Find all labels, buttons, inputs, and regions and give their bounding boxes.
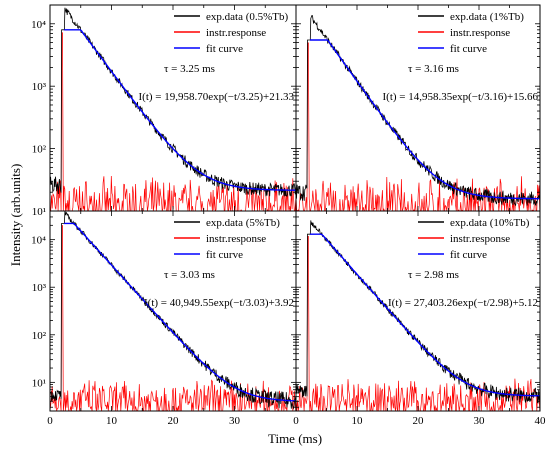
x-tick-label: 30 [229,415,241,427]
x-tick-label: 10 [352,415,364,427]
x-tick-label: 0 [47,415,53,427]
legend-label: fit curve [206,249,243,261]
panel-bottom-right: 0 10 20 30 40 exp.data (10%Tb) instr.response f… [293,210,547,427]
y-axis-label: Intensity (arb.units) [8,164,23,267]
series-fit-curve [310,233,540,397]
panels: 10¹ 10² 10³ 10⁴ exp.data (0.5%Tb) instr.respo… [31,4,547,427]
y-tick-label: 10² [32,330,47,342]
tau-annotation: τ = 3.03 ms [164,269,215,281]
tau-annotation: τ = 3.25 ms [164,63,215,75]
legend-label: exp.data (0.5%Tb) [206,11,288,23]
legend-label: instr.response [450,233,510,245]
series-exp-data [296,14,540,207]
tau-annotation: τ = 3.16 ms [408,63,459,75]
legend-label: fit curve [450,43,487,55]
series-instr-response [296,236,540,411]
y-tick-label: 10¹ [32,206,46,218]
tau-annotation: τ = 2.98 ms [408,269,459,281]
y-tick-label: 10² [32,144,47,156]
y-tick-label: 10¹ [32,377,46,389]
x-tick-label: 20 [413,415,425,427]
x-axis-label: Time (ms) [268,431,322,446]
series-instr-response [296,42,540,211]
series-fit-curve [64,29,296,191]
series-fit-curve [310,39,540,200]
fit-equation: I(t) = 14,958.35exp(−t/3.16)+15.66 [383,91,539,103]
x-tick-label: 0 [293,415,299,427]
legend-label: instr.response [206,27,266,39]
plot-area [296,220,540,411]
y-tick-label: 10⁴ [31,235,46,247]
series-fit-curve [64,222,296,402]
panel-top-left: 10¹ 10² 10³ 10⁴ exp.data (0.5%Tb) instr.respo… [31,4,297,218]
series-instr-response [50,225,296,411]
x-tick-label: 40 [535,415,547,427]
panel-top-right: exp.data (1%Tb) instr.response fit curve τ … [295,4,541,212]
legend-label: exp.data (5%Tb) [206,217,280,229]
panel-bottom-left: 10¹ 10² 10³ 10⁴ 0 10 20 30 exp.data (5%Tb) instr.… [31,210,297,427]
plot-area [296,14,540,211]
y-tick-label: 10³ [32,282,47,294]
series-exp-data [296,220,540,404]
fit-equation: I(t) = 19,958.70exp(−t/3.25)+21.33 [139,91,295,103]
x-tick-label: 10 [106,415,118,427]
legend-label: instr.response [450,27,510,39]
y-tick-label: 10³ [32,81,47,93]
legend-label: instr.response [206,233,266,245]
x-tick-label: 20 [168,415,180,427]
fit-equation: I(t) = 40,949.55exp(−t/3.03)+3.92 [144,297,294,309]
legend-label: fit curve [450,249,487,261]
legend-label: fit curve [206,43,243,55]
legend-label: exp.data (10%Tb) [450,217,530,229]
legend-label: exp.data (1%Tb) [450,11,524,23]
y-tick-label: 10⁴ [31,19,46,31]
fit-equation: I(t) = 27,403.26exp(−t/2.98)+5.12 [388,297,538,309]
x-tick-label: 30 [474,415,486,427]
plot-area [50,211,296,411]
